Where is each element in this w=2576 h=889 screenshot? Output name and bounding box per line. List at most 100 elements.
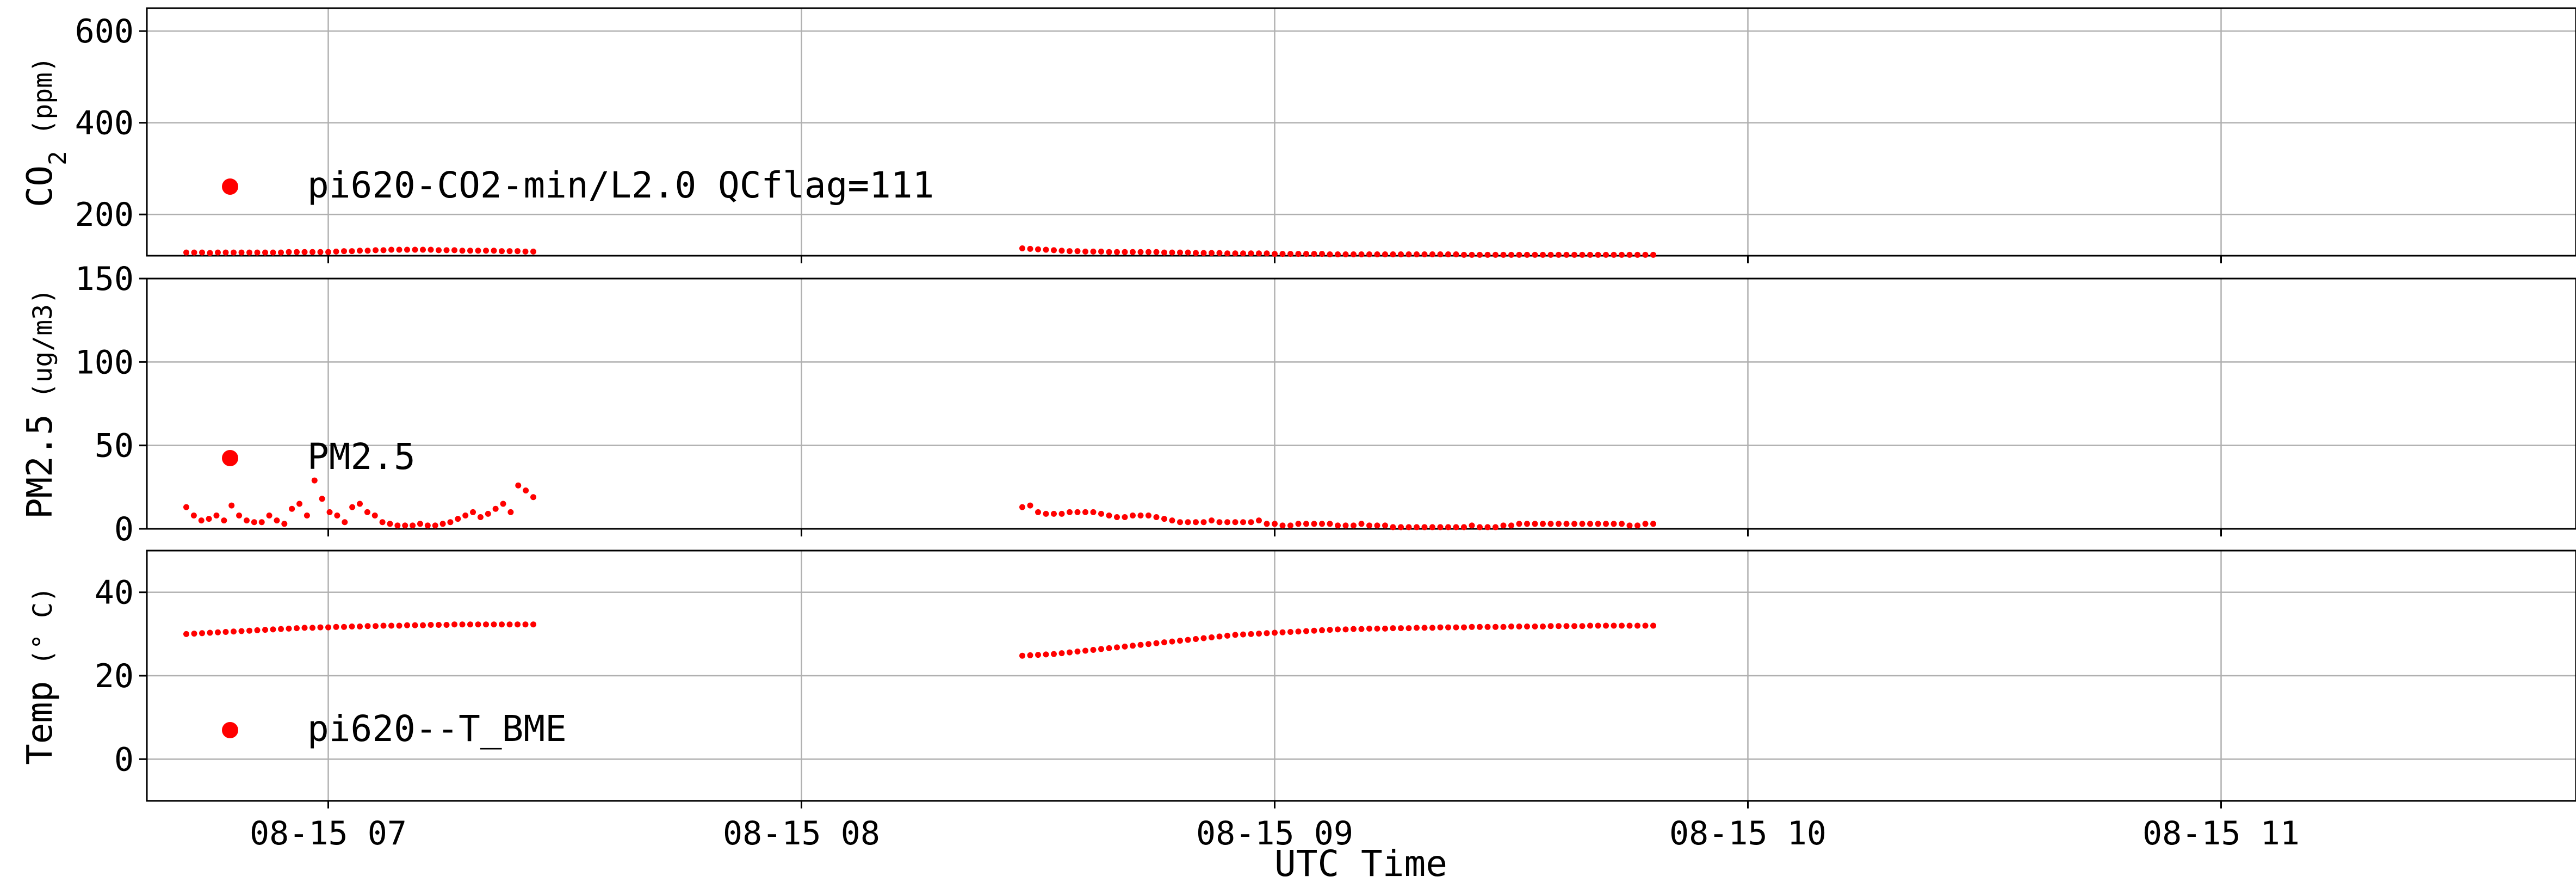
data-point <box>500 501 506 507</box>
x-tick-label: 08-15 11 <box>2142 814 2300 853</box>
data-point <box>1161 639 1167 646</box>
data-point <box>1098 248 1104 255</box>
data-point <box>1437 524 1444 530</box>
data-point <box>1209 250 1215 256</box>
data-point <box>1209 517 1215 524</box>
data-point <box>1303 251 1309 257</box>
data-point <box>1272 251 1278 257</box>
data-point <box>1161 516 1167 522</box>
data-point <box>364 248 371 254</box>
data-point <box>1587 251 1593 258</box>
data-point <box>1319 627 1325 633</box>
data-point <box>1185 519 1191 526</box>
legend-marker <box>222 450 238 466</box>
data-point <box>1035 652 1041 658</box>
data-point <box>1493 623 1498 630</box>
data-point <box>1571 251 1577 258</box>
data-point <box>1130 643 1136 649</box>
data-point <box>396 246 403 253</box>
data-point <box>515 248 521 255</box>
data-point <box>1547 623 1554 629</box>
data-point <box>1122 514 1128 521</box>
data-point <box>1351 626 1357 632</box>
data-point <box>1327 627 1333 633</box>
data-point <box>1445 624 1451 631</box>
data-point <box>1240 519 1246 526</box>
data-point <box>1090 248 1097 255</box>
data-point <box>1224 632 1230 639</box>
data-point <box>289 505 295 512</box>
data-point <box>388 246 394 253</box>
data-point <box>1579 521 1586 527</box>
data-point <box>1051 510 1057 517</box>
data-point <box>1193 636 1199 643</box>
data-point <box>1626 622 1633 629</box>
data-point <box>238 249 245 256</box>
data-point <box>1200 519 1207 526</box>
y-axis-label: CO2 (ppm) <box>20 57 72 207</box>
data-point <box>1642 251 1649 258</box>
data-point <box>1493 524 1498 530</box>
data-point <box>483 248 489 254</box>
y-tick-label: 0 <box>114 740 134 779</box>
data-point <box>246 627 252 634</box>
data-point <box>1027 245 1033 252</box>
data-point <box>1074 509 1081 515</box>
data-point <box>412 622 418 628</box>
data-point <box>1287 629 1293 635</box>
data-point <box>191 249 197 256</box>
y-tick-label: 150 <box>75 260 134 298</box>
data-point <box>199 249 205 256</box>
data-point <box>304 512 310 518</box>
data-point <box>1279 629 1286 635</box>
data-point <box>1106 249 1112 255</box>
data-point <box>1248 250 1254 257</box>
y-axis-label-sub: 2 <box>44 151 72 165</box>
legend-label: pi620--T_BME <box>307 708 567 750</box>
series-pm25-0 <box>183 477 536 529</box>
data-point <box>404 246 410 253</box>
data-point <box>1058 650 1065 657</box>
data-point <box>506 248 513 255</box>
series-co2-1 <box>1019 245 1656 258</box>
data-point <box>467 248 473 254</box>
data-point <box>1256 250 1262 257</box>
data-point <box>1067 248 1073 255</box>
data-point <box>470 509 476 515</box>
data-point <box>1477 623 1483 630</box>
data-point <box>1342 522 1349 529</box>
data-point <box>1587 521 1593 527</box>
data-point <box>499 248 505 255</box>
data-point <box>357 501 363 507</box>
data-point <box>262 249 268 256</box>
data-point <box>1587 622 1593 629</box>
data-point <box>1248 631 1254 637</box>
data-point <box>236 512 243 518</box>
data-point <box>380 622 387 629</box>
data-point <box>1232 250 1239 257</box>
data-point <box>1200 250 1207 256</box>
data-point <box>309 249 315 255</box>
data-point <box>1327 251 1333 257</box>
data-point <box>1524 521 1530 527</box>
data-point <box>1469 522 1475 529</box>
data-point <box>1563 521 1570 527</box>
data-point <box>1461 251 1467 258</box>
plot-frame <box>146 550 2576 802</box>
data-point <box>1240 250 1246 257</box>
data-point <box>1556 623 1562 629</box>
data-point <box>1461 624 1467 631</box>
y-tick-label: 50 <box>95 427 134 465</box>
data-point <box>1051 247 1057 254</box>
x-tick-label: 08-15 09 <box>1196 814 1353 853</box>
data-point <box>1390 625 1396 632</box>
data-point <box>1524 623 1530 630</box>
data-point <box>198 517 205 524</box>
data-point <box>1279 522 1286 529</box>
data-point <box>530 248 536 255</box>
data-point <box>507 509 514 515</box>
data-point <box>1153 249 1160 255</box>
data-point <box>1414 625 1420 631</box>
data-point <box>1477 251 1483 258</box>
plot-frame <box>146 277 2576 530</box>
